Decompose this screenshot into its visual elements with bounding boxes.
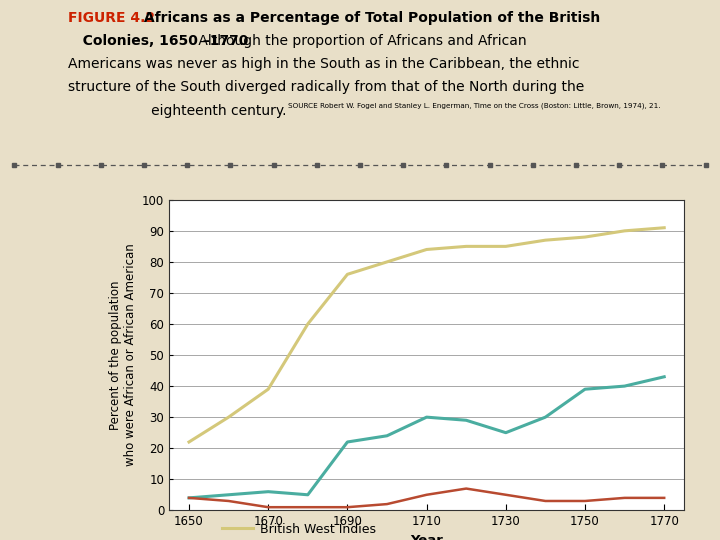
Legend: British West Indies, Lower South and Chesapeake, Middle Colonies and New England: British West Indies, Lower South and Che… [217, 518, 478, 540]
Text: FIGURE 4.2: FIGURE 4.2 [68, 11, 156, 25]
Text: eighteenth century.: eighteenth century. [68, 104, 287, 118]
Text: SOURCE Robert W. Fogel and Stanley L. Engerman, Time on the Cross (Boston: Littl: SOURCE Robert W. Fogel and Stanley L. En… [288, 102, 660, 109]
Text: Although the proportion of Africans and African: Although the proportion of Africans and … [194, 34, 527, 48]
Text: structure of the South diverged radically from that of the North during the: structure of the South diverged radicall… [68, 80, 585, 94]
Y-axis label: Percent of the population
who were African or African American: Percent of the population who were Afric… [109, 244, 137, 467]
Text: Colonies, 1650 –1770: Colonies, 1650 –1770 [68, 34, 249, 48]
Text: Americans was never as high in the South as in the Caribbean, the ethnic: Americans was never as high in the South… [68, 57, 580, 71]
Text: Africans as a Percentage of Total Population of the British: Africans as a Percentage of Total Popula… [139, 11, 600, 25]
X-axis label: Year: Year [410, 534, 443, 540]
